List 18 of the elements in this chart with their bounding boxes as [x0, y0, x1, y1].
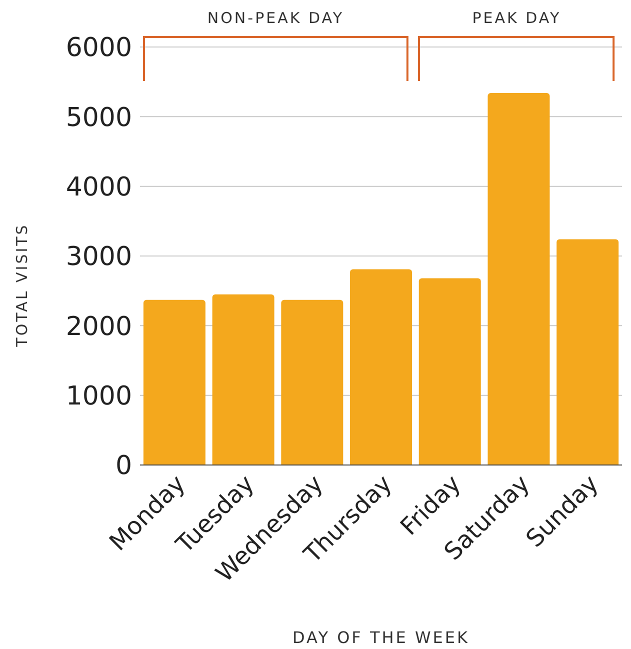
- text: PEAK DAY: [471, 9, 562, 27]
- bar: [212, 294, 274, 465]
- bar: [143, 300, 206, 465]
- bar: [418, 278, 481, 465]
- text: NON-PEAK DAY: [206, 9, 346, 27]
- y-tick-label: 3000: [66, 242, 132, 272]
- y-tick-label: 6000: [66, 33, 132, 64]
- y-tick-label: 5000: [66, 102, 132, 133]
- bar: [488, 92, 550, 465]
- bar: [556, 239, 619, 465]
- x-axis-title: DAY OF THE WEEK: [291, 628, 470, 647]
- bar: [281, 300, 344, 465]
- y-tick-label: 1000: [66, 382, 132, 412]
- y-tick-label: 4000: [66, 172, 132, 203]
- y-tick-label: 0: [115, 451, 132, 482]
- y-axis-title: TOTAL VISITS: [13, 223, 31, 347]
- y-tick-label: 2000: [66, 312, 132, 342]
- bar: [350, 269, 412, 465]
